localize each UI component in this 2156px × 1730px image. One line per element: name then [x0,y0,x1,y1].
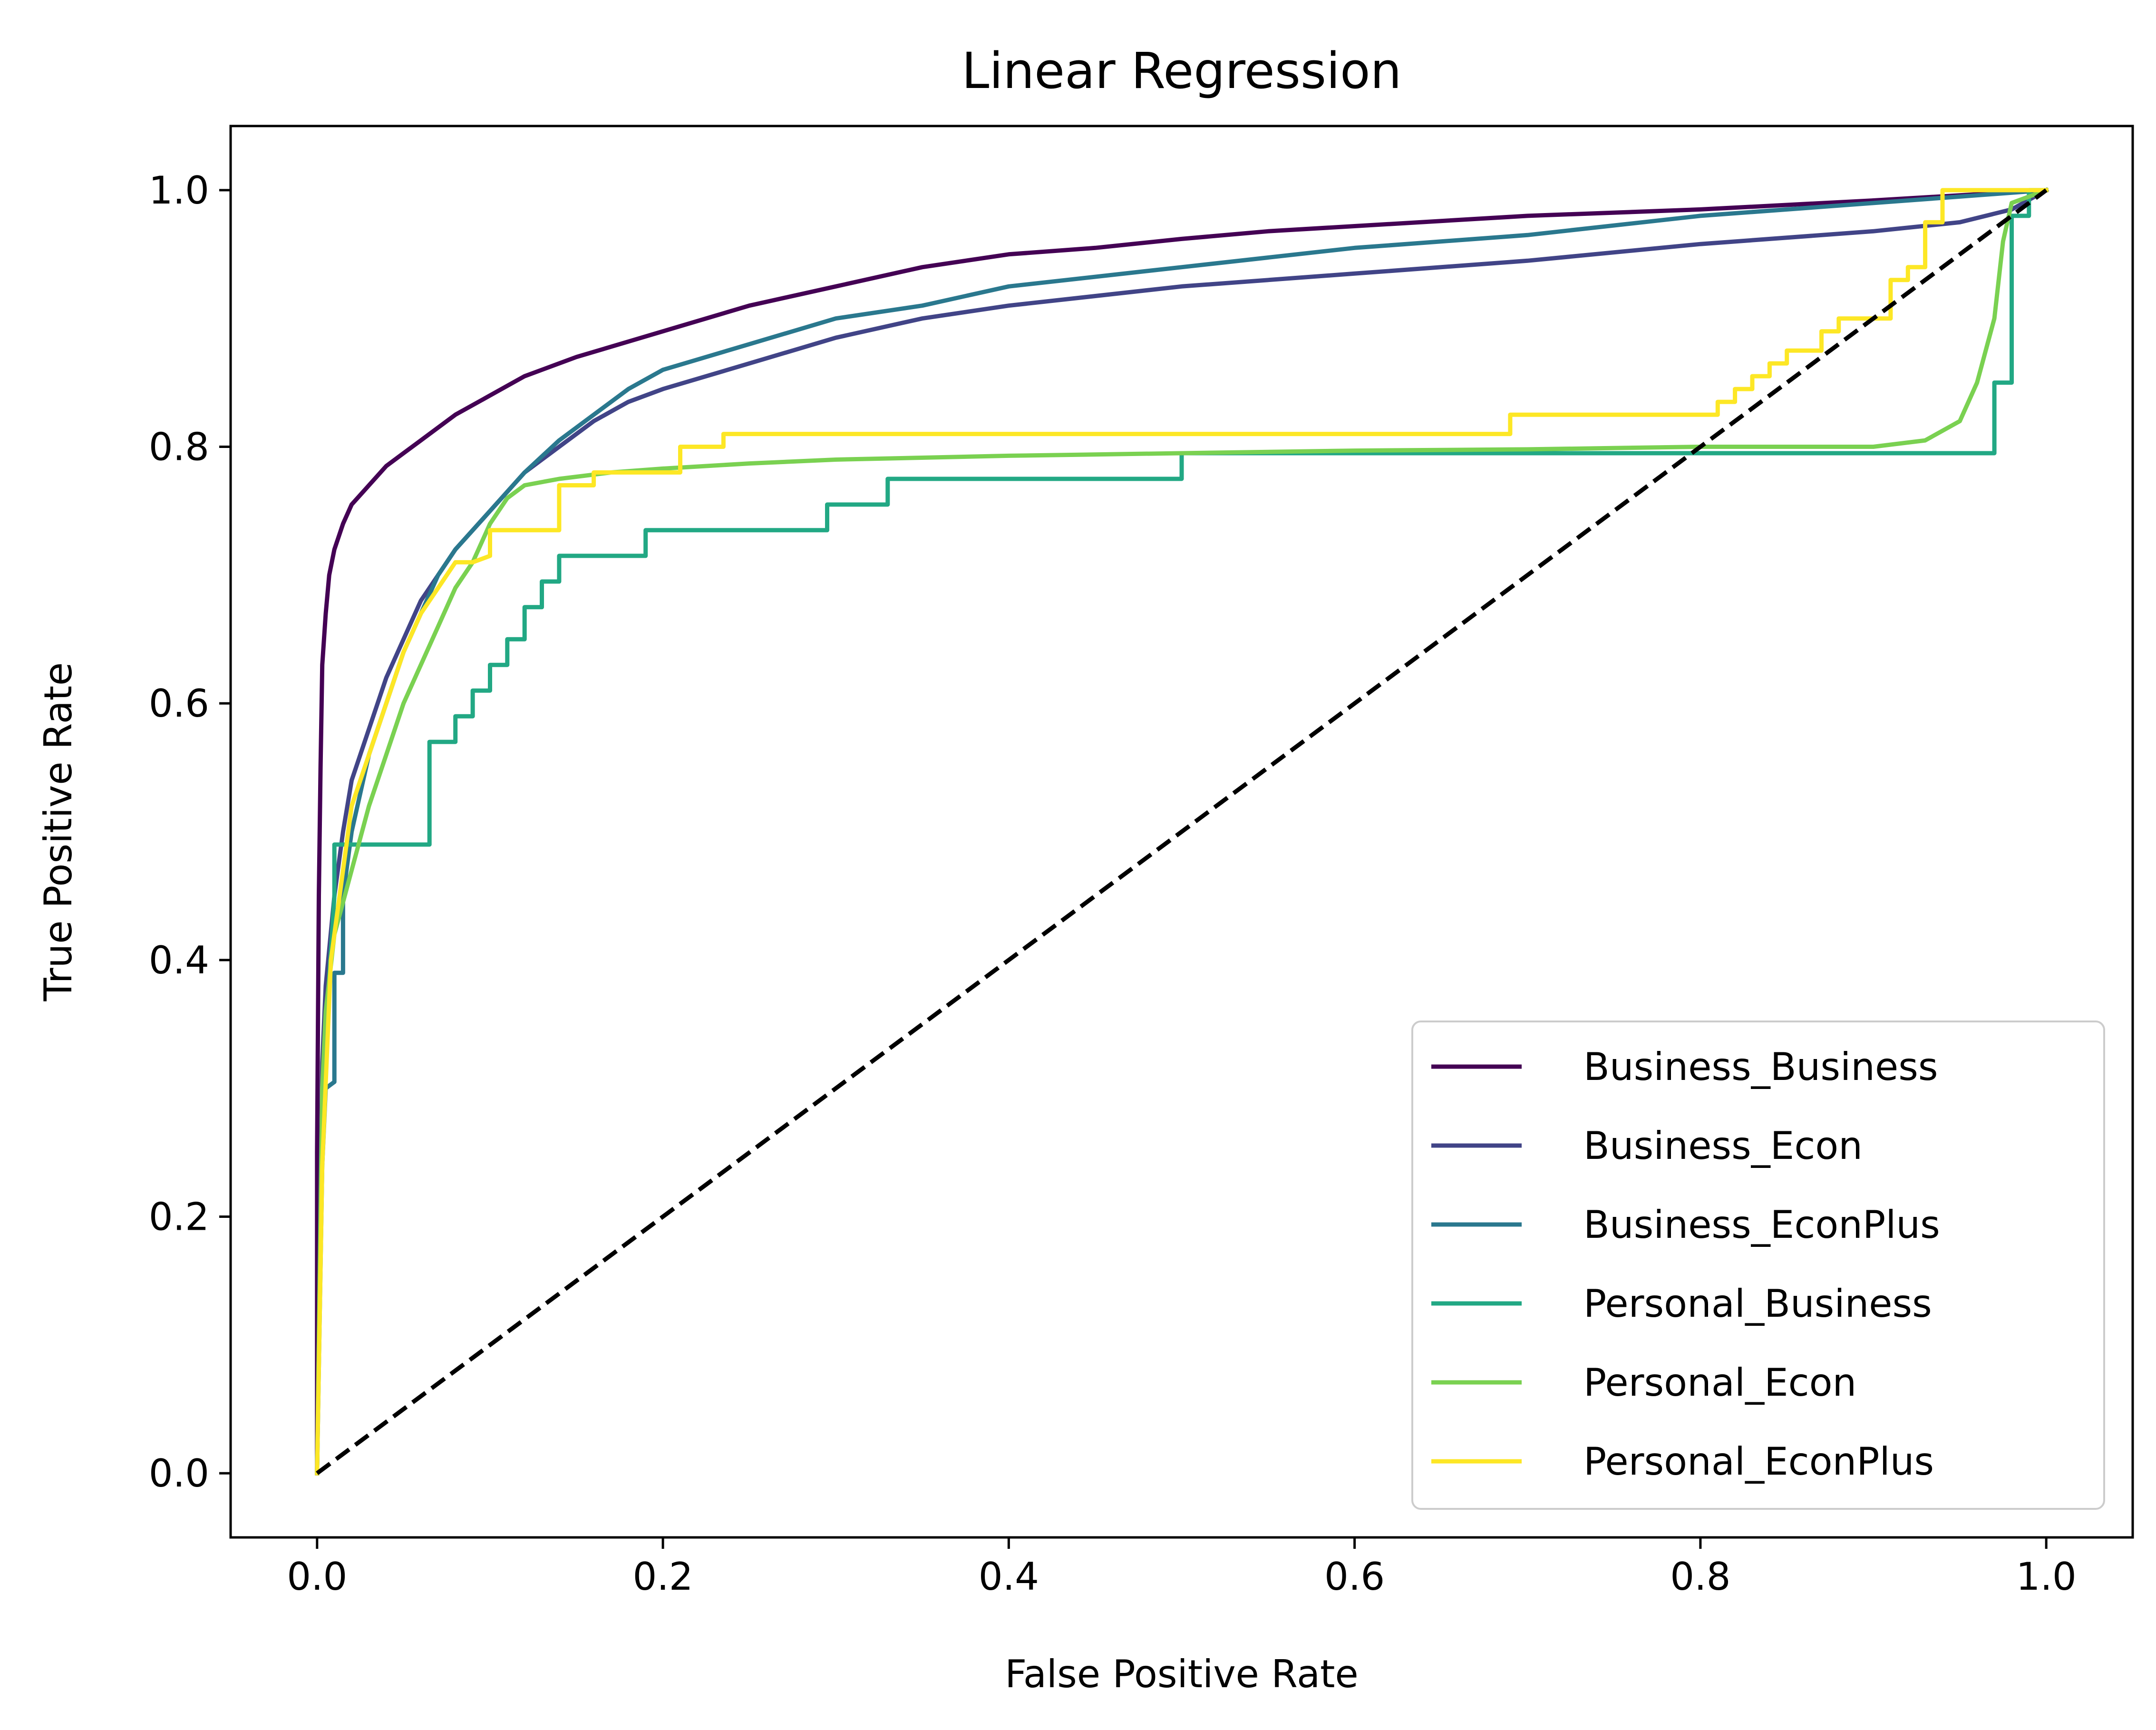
x-ticks: 0.0 0.2 0.4 0.6 0.8 1.0 [287,1537,2077,1599]
legend-label: Personal_EconPlus [1583,1439,1934,1484]
plot-frame [229,125,2134,1539]
series-line-business-econplus [315,188,2049,1476]
legend-label: Personal_Econ [1583,1361,1856,1405]
x-tick-label: 0.4 [979,1555,1039,1599]
y-tick-label: 0.8 [149,425,209,469]
x-tick-label: 0.0 [287,1555,347,1599]
y-tick-label: 0.6 [149,681,209,726]
x-tick-label: 0.6 [1324,1555,1385,1599]
plot-lines [315,187,2049,1476]
legend-label: Business_Business [1583,1045,1938,1089]
y-ticks: 0.0 0.2 0.4 0.6 0.8 1.0 [149,168,231,1496]
legend-label: Business_EconPlus [1583,1203,1940,1247]
x-tick-label: 1.0 [2016,1555,2077,1599]
chart-title: Linear Regression [961,42,1401,100]
y-tick-label: 0.4 [149,938,209,982]
chance-diagonal-line [316,188,2048,1475]
y-axis-label: True Positive Rate [36,662,80,1002]
legend: Business_Business Business_Econ Business_E… [1411,1021,2105,1510]
series-line-personal-business [315,188,2049,1476]
legend-label: Personal_Business [1583,1282,1932,1326]
y-tick-label: 1.0 [149,168,209,213]
series-line-business-econ [315,187,2049,1476]
x-tick-label: 0.8 [1670,1555,1730,1599]
y-tick-label: 0.0 [149,1451,209,1496]
x-axis-label: False Positive Rate [1005,1652,1359,1696]
y-tick-label: 0.2 [149,1195,209,1239]
legend-box [1411,1021,2105,1510]
series-line-business-business [315,188,2049,1476]
legend-label: Business_Econ [1583,1124,1863,1168]
x-tick-label: 0.2 [632,1555,693,1599]
